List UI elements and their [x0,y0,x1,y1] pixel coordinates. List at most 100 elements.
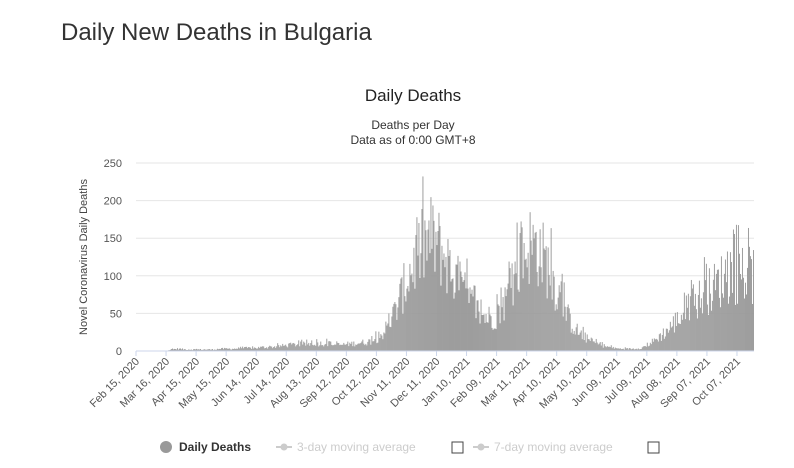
bar-daily-deaths[interactable] [596,342,598,351]
bar-daily-deaths[interactable] [674,312,676,351]
bar-daily-deaths[interactable] [252,346,254,351]
bar-daily-deaths[interactable] [665,328,667,351]
bar-daily-deaths[interactable] [576,323,578,351]
bar-daily-deaths[interactable] [359,343,361,351]
bar-daily-deaths[interactable] [239,348,241,351]
bar-daily-deaths[interactable] [182,348,184,351]
bar-daily-deaths[interactable] [389,326,391,351]
bar-daily-deaths[interactable] [744,282,746,351]
bar-daily-deaths[interactable] [649,342,651,351]
bar-daily-deaths[interactable] [297,344,299,351]
bar-daily-deaths[interactable] [477,300,479,351]
bar-daily-deaths[interactable] [337,342,339,351]
bar-daily-deaths[interactable] [269,345,271,351]
bar-daily-deaths[interactable] [676,312,678,351]
bar-daily-deaths[interactable] [633,349,635,351]
bar-daily-deaths[interactable] [394,302,396,351]
bar-daily-deaths[interactable] [279,347,281,351]
bar-daily-deaths[interactable] [528,283,530,351]
bar-daily-deaths[interactable] [180,348,182,351]
bar-daily-deaths[interactable] [185,349,187,351]
bar-daily-deaths[interactable] [262,346,264,351]
bar-daily-deaths[interactable] [736,303,738,351]
bar-daily-deaths[interactable] [573,330,575,351]
bar-daily-deaths[interactable] [464,272,466,351]
bar-daily-deaths[interactable] [381,335,383,351]
bar-daily-deaths[interactable] [229,348,231,351]
bar-daily-deaths[interactable] [223,349,225,351]
bar-daily-deaths[interactable] [486,322,488,351]
bar-daily-deaths[interactable] [577,334,579,351]
bar-daily-deaths[interactable] [342,344,344,351]
bar-daily-deaths[interactable] [664,336,666,351]
bar-daily-deaths[interactable] [373,341,375,351]
bar-daily-deaths[interactable] [593,341,595,351]
bar-daily-deaths[interactable] [446,293,448,351]
bar-daily-deaths[interactable] [236,348,238,351]
bar-daily-deaths[interactable] [463,280,465,351]
bar-daily-deaths[interactable] [284,345,286,352]
bar-daily-deaths[interactable] [235,348,237,351]
bar-daily-deaths[interactable] [295,346,297,351]
bar-daily-deaths[interactable] [409,263,411,351]
bar-daily-deaths[interactable] [604,346,606,351]
bar-daily-deaths[interactable] [176,349,178,351]
bar-daily-deaths[interactable] [691,288,693,351]
bar-daily-deaths[interactable] [706,304,708,351]
bar-daily-deaths[interactable] [216,349,218,351]
bar-daily-deaths[interactable] [565,320,567,351]
bar-daily-deaths[interactable] [257,348,259,351]
bar-daily-deaths[interactable] [399,283,401,351]
bar-daily-deaths[interactable] [642,346,644,351]
bar-daily-deaths[interactable] [186,349,188,351]
bar-daily-deaths[interactable] [349,342,351,351]
bar-daily-deaths[interactable] [318,346,320,351]
bar-daily-deaths[interactable] [200,348,202,351]
bar-daily-deaths[interactable] [183,349,185,351]
bar-daily-deaths[interactable] [600,345,602,351]
bar-daily-deaths[interactable] [430,197,432,351]
bar-daily-deaths[interactable] [267,348,269,351]
bar-daily-deaths[interactable] [586,334,588,351]
bar-daily-deaths[interactable] [433,220,435,351]
bar-daily-deaths[interactable] [327,346,329,351]
bar-daily-deaths[interactable] [447,239,449,351]
bar-daily-deaths[interactable] [500,287,502,351]
bar-daily-deaths[interactable] [702,292,704,351]
bar-daily-deaths[interactable] [715,273,717,351]
bar-daily-deaths[interactable] [738,253,740,351]
bar-daily-deaths[interactable] [172,348,174,351]
bar-daily-deaths[interactable] [703,257,705,351]
bar-daily-deaths[interactable] [538,266,540,351]
bar-daily-deaths[interactable] [645,346,647,351]
bar-daily-deaths[interactable] [583,340,585,351]
bar-daily-deaths[interactable] [319,345,321,351]
bar-daily-deaths[interactable] [358,343,360,351]
bar-daily-deaths[interactable] [376,343,378,351]
bar-daily-deaths[interactable] [351,341,353,351]
bar-daily-deaths[interactable] [668,330,670,351]
bar-daily-deaths[interactable] [465,288,467,351]
bar-daily-deaths[interactable] [174,348,176,351]
bar-daily-deaths[interactable] [494,328,496,351]
bar-daily-deaths[interactable] [443,253,445,351]
bar-daily-deaths[interactable] [489,314,491,351]
bar-daily-deaths[interactable] [619,348,621,351]
bar-daily-deaths[interactable] [188,349,190,351]
bar-daily-deaths[interactable] [270,346,272,351]
bar-daily-deaths[interactable] [453,298,455,351]
bar-daily-deaths[interactable] [687,293,689,351]
bar-daily-deaths[interactable] [689,296,691,351]
bar-daily-deaths[interactable] [383,332,385,351]
bar-daily-deaths[interactable] [608,346,610,351]
bar-daily-deaths[interactable] [724,259,726,351]
bar-daily-deaths[interactable] [746,267,748,351]
bar-daily-deaths[interactable] [594,343,596,351]
bar-daily-deaths[interactable] [335,344,337,351]
bar-daily-deaths[interactable] [717,269,719,351]
bar-daily-deaths[interactable] [540,267,542,351]
bar-daily-deaths[interactable] [482,315,484,351]
bar-daily-deaths[interactable] [364,345,366,351]
bar-daily-deaths[interactable] [651,338,653,351]
bar-daily-deaths[interactable] [449,250,451,351]
